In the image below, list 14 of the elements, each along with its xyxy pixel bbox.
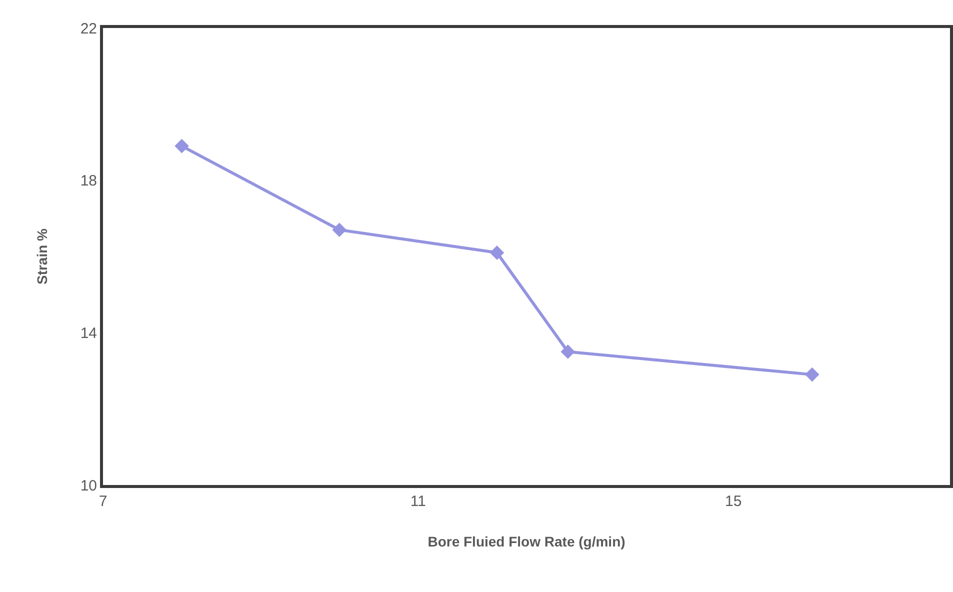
point xyxy=(174,138,189,154)
point xyxy=(332,222,347,237)
x-tick-label: 11 xyxy=(410,493,426,510)
x-axis-title: Bore Fluied Flow Rate (g/min) xyxy=(428,533,626,550)
point xyxy=(490,246,504,260)
point xyxy=(804,367,820,382)
x-tick-label: 7 xyxy=(98,493,108,510)
y-axis-title: Strain % xyxy=(34,228,50,285)
x-tick-label: 15 xyxy=(724,493,742,510)
y-tick-label: 18 xyxy=(80,172,97,190)
y-tick-label: 14 xyxy=(80,324,97,342)
point xyxy=(560,344,576,359)
y-tick-label: 10 xyxy=(80,477,97,494)
y-tick-label: 22 xyxy=(80,20,97,38)
